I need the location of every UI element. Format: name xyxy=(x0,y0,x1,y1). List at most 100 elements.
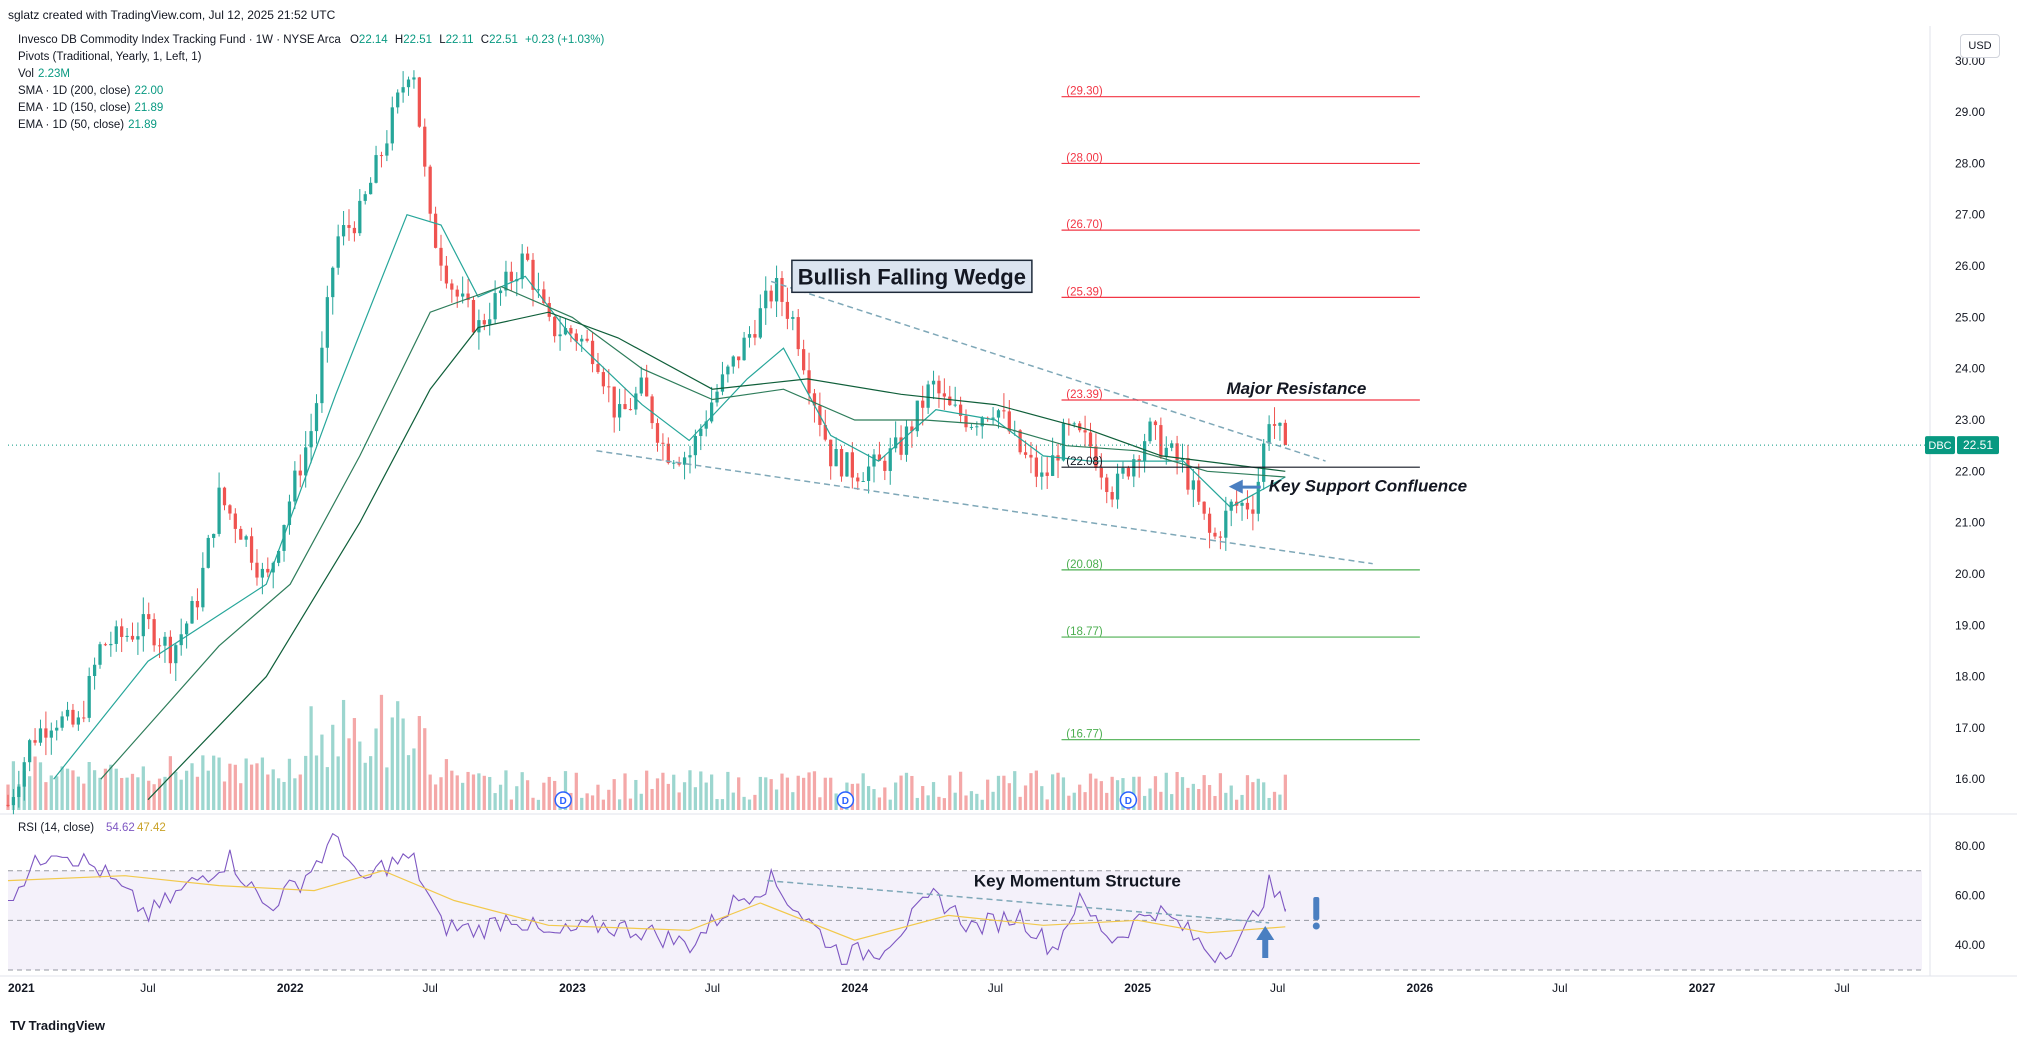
x-tick-label-4: 2023 xyxy=(559,981,586,995)
volume-bar xyxy=(125,777,129,810)
volume-bar xyxy=(1175,771,1179,810)
candle xyxy=(666,443,670,464)
candle xyxy=(222,487,227,506)
candle xyxy=(1202,501,1206,514)
candle xyxy=(580,338,584,342)
currency-button[interactable]: USD xyxy=(1960,34,2000,58)
ohlc-high-label: H xyxy=(394,34,404,46)
volume-bar xyxy=(11,761,16,810)
candle xyxy=(471,299,476,333)
volume-bar xyxy=(1251,782,1255,810)
candle xyxy=(520,253,524,280)
candle xyxy=(1175,443,1179,461)
volume-bar xyxy=(1088,773,1093,810)
volume-bar xyxy=(466,771,470,810)
candle xyxy=(374,155,378,183)
candle xyxy=(774,277,779,302)
legend-ema150[interactable]: EMA · 1D (150, close) 21.89 xyxy=(18,102,163,114)
candle xyxy=(17,786,21,798)
candle xyxy=(325,297,329,348)
volume-bar xyxy=(942,798,946,810)
volume-bar xyxy=(114,768,118,810)
candle xyxy=(255,562,259,578)
volume-bar xyxy=(228,763,232,810)
candle xyxy=(28,740,32,763)
volume-bar xyxy=(412,748,416,810)
volume-bar xyxy=(996,775,1001,810)
volume-bar xyxy=(163,776,167,810)
volume-bar xyxy=(574,772,578,810)
volume-bar xyxy=(769,779,773,810)
y-tick-label-5: 21.00 xyxy=(1955,516,1985,530)
y-tick-label-12: 28.00 xyxy=(1955,156,1985,170)
candles xyxy=(6,70,1287,815)
candle xyxy=(444,265,449,284)
volume-bar xyxy=(461,782,465,810)
candle xyxy=(861,480,865,482)
volume-bar xyxy=(1099,781,1103,810)
candle xyxy=(98,644,102,665)
candle xyxy=(450,283,454,290)
candle xyxy=(504,271,508,291)
volume-bar xyxy=(812,771,817,810)
candle xyxy=(260,568,265,578)
candle xyxy=(212,533,216,538)
candle xyxy=(753,334,757,338)
candle xyxy=(704,421,708,429)
volume-bar xyxy=(184,770,189,810)
volume-bar xyxy=(471,774,476,810)
volume-bar xyxy=(834,793,838,810)
volume-bar xyxy=(677,792,681,810)
candle xyxy=(612,386,616,418)
candle xyxy=(396,92,400,108)
volume-bar xyxy=(991,791,995,810)
volume-bar xyxy=(823,777,827,810)
volume-bar xyxy=(580,797,584,810)
volume-bar xyxy=(455,775,459,810)
pivot-level-label-6: (20.08) xyxy=(1066,559,1103,571)
volume-bar xyxy=(417,716,421,810)
candle xyxy=(266,568,270,573)
volume-bar xyxy=(76,776,80,810)
volume-bar xyxy=(1256,778,1260,810)
candle xyxy=(1283,422,1287,446)
candle xyxy=(894,437,898,449)
candle xyxy=(1029,454,1033,458)
volume-bar xyxy=(623,773,627,810)
legend-volume[interactable]: Vol 2.23M xyxy=(18,68,70,80)
legend-ema50[interactable]: EMA · 1D (50, close) 21.89 xyxy=(18,119,157,131)
volume-bar xyxy=(141,766,145,810)
candle xyxy=(1110,492,1114,500)
candle xyxy=(163,636,167,646)
volume-bar xyxy=(396,701,400,810)
wedge-label-box xyxy=(791,259,1033,294)
candle xyxy=(904,426,909,455)
candle xyxy=(466,293,470,300)
volume-bar xyxy=(931,782,936,810)
legend-sma200[interactable]: SMA · 1D (200, close) 22.00 xyxy=(18,85,163,97)
volume-bar xyxy=(693,787,698,810)
candle xyxy=(1164,447,1168,457)
candle xyxy=(493,293,497,320)
x-tick-label-10: 2026 xyxy=(1407,981,1434,995)
candle xyxy=(1072,423,1076,425)
volume-bar xyxy=(33,756,37,810)
volume-bar xyxy=(1197,789,1201,810)
candle xyxy=(309,431,313,448)
candle xyxy=(1278,422,1282,426)
volume-bar xyxy=(802,777,806,810)
candle xyxy=(764,290,768,309)
volume-bar xyxy=(369,756,373,810)
volume-bar xyxy=(764,777,768,810)
volume-bar xyxy=(1029,773,1033,810)
volume-bar xyxy=(71,770,75,810)
volume-bar xyxy=(612,779,616,810)
candle xyxy=(737,356,741,361)
candle xyxy=(1045,472,1049,476)
candle xyxy=(6,804,10,806)
volume-bar xyxy=(1180,777,1185,810)
candle xyxy=(147,614,151,620)
legend-pivots[interactable]: Pivots (Traditional, Yearly, 1, Left, 1) xyxy=(18,51,201,63)
volume-bar xyxy=(601,799,605,810)
